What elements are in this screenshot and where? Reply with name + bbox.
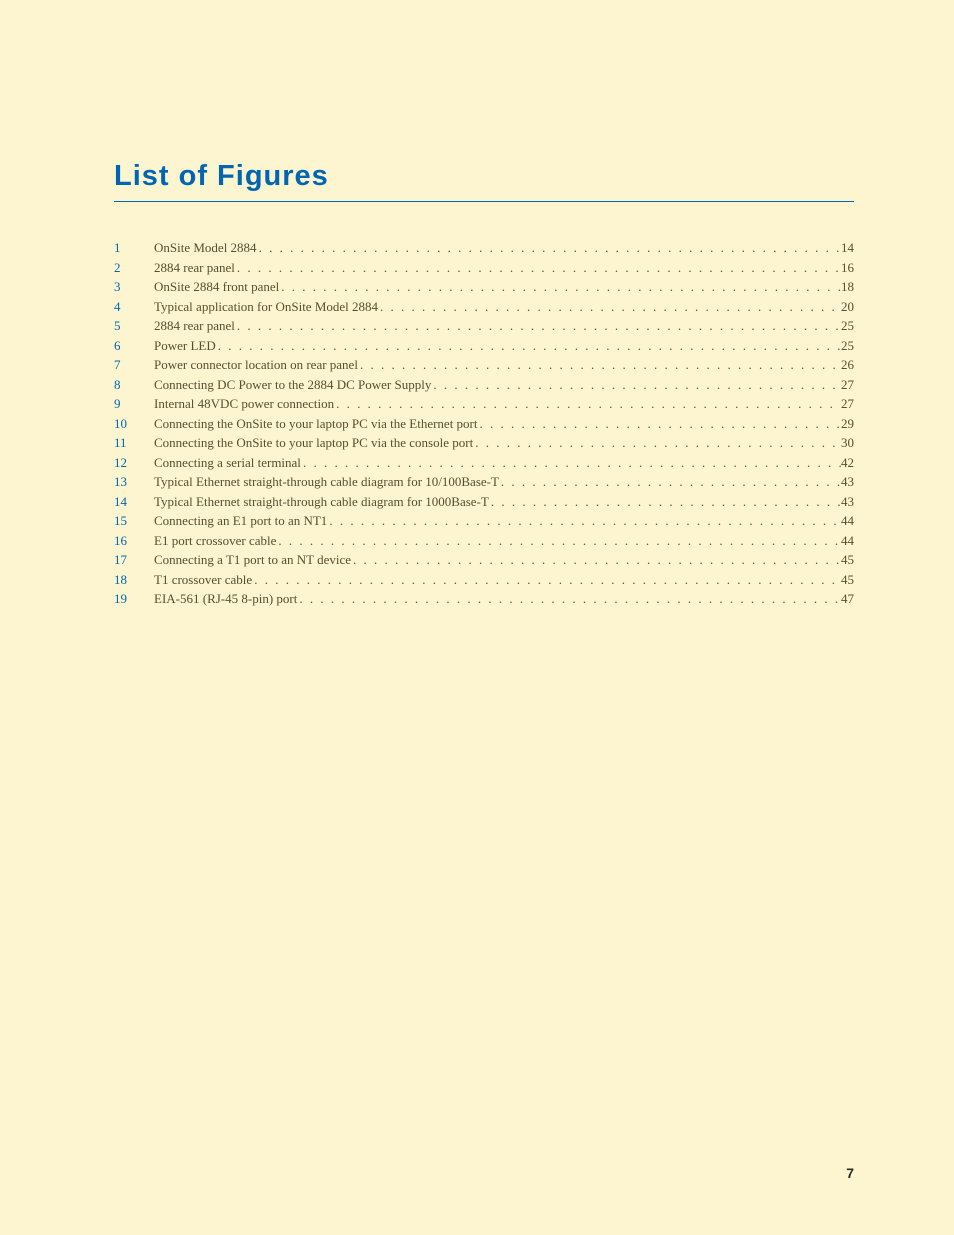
leader-dots: . . . . . . . . . . . . . . . . . . . . … — [473, 433, 841, 453]
figure-page[interactable]: 27 — [841, 394, 854, 414]
figure-row: 6Power LED . . . . . . . . . . . . . . .… — [114, 336, 854, 356]
figure-page[interactable]: 16 — [841, 258, 854, 278]
figure-row: 19EIA-561 (RJ-45 8-pin) port . . . . . .… — [114, 589, 854, 609]
leader-dots: . . . . . . . . . . . . . . . . . . . . … — [297, 589, 841, 609]
page-container: List of Figures 1OnSite Model 2884 . . .… — [0, 0, 954, 609]
figure-row: 4Typical application for OnSite Model 28… — [114, 297, 854, 317]
figure-number[interactable]: 5 — [114, 316, 154, 336]
figure-page[interactable]: 30 — [841, 433, 854, 453]
figure-page[interactable]: 45 — [841, 570, 854, 590]
page-title: List of Figures — [114, 160, 854, 202]
leader-dots: . . . . . . . . . . . . . . . . . . . . … — [431, 375, 841, 395]
figure-number[interactable]: 4 — [114, 297, 154, 317]
leader-dots: . . . . . . . . . . . . . . . . . . . . … — [327, 511, 841, 531]
leader-dots: . . . . . . . . . . . . . . . . . . . . … — [252, 570, 841, 590]
figure-row: 52884 rear panel . . . . . . . . . . . .… — [114, 316, 854, 336]
figure-title[interactable]: OnSite Model 2884 — [154, 238, 257, 258]
leader-dots: . . . . . . . . . . . . . . . . . . . . … — [257, 238, 841, 258]
figure-row: 22884 rear panel . . . . . . . . . . . .… — [114, 258, 854, 278]
figure-title[interactable]: Typical application for OnSite Model 288… — [154, 297, 378, 317]
leader-dots: . . . . . . . . . . . . . . . . . . . . … — [378, 297, 841, 317]
figure-row: 16E1 port crossover cable . . . . . . . … — [114, 531, 854, 551]
figure-page[interactable]: 14 — [841, 238, 854, 258]
figure-row: 13Typical Ethernet straight-through cabl… — [114, 472, 854, 492]
figure-row: 11Connecting the OnSite to your laptop P… — [114, 433, 854, 453]
figure-number[interactable]: 16 — [114, 531, 154, 551]
figure-title[interactable]: OnSite 2884 front panel — [154, 277, 279, 297]
figure-title[interactable]: Connecting DC Power to the 2884 DC Power… — [154, 375, 431, 395]
leader-dots: . . . . . . . . . . . . . . . . . . . . … — [489, 492, 841, 512]
figure-page[interactable]: 29 — [841, 414, 854, 434]
figure-title[interactable]: Connecting an E1 port to an NT1 — [154, 511, 327, 531]
figure-title[interactable]: Typical Ethernet straight-through cable … — [154, 472, 499, 492]
figure-number[interactable]: 8 — [114, 375, 154, 395]
figure-title[interactable]: 2884 rear panel — [154, 316, 235, 336]
figure-number[interactable]: 19 — [114, 589, 154, 609]
leader-dots: . . . . . . . . . . . . . . . . . . . . … — [235, 316, 841, 336]
figure-title[interactable]: Internal 48VDC power connection — [154, 394, 334, 414]
figure-title[interactable]: Connecting the OnSite to your laptop PC … — [154, 433, 473, 453]
figure-number[interactable]: 17 — [114, 550, 154, 570]
leader-dots: . . . . . . . . . . . . . . . . . . . . … — [216, 336, 841, 356]
leader-dots: . . . . . . . . . . . . . . . . . . . . … — [235, 258, 841, 278]
figure-title[interactable]: Typical Ethernet straight-through cable … — [154, 492, 489, 512]
figure-row: 7Power connector location on rear panel … — [114, 355, 854, 375]
figure-page[interactable]: 44 — [841, 511, 854, 531]
leader-dots: . . . . . . . . . . . . . . . . . . . . … — [301, 453, 841, 473]
figure-number[interactable]: 3 — [114, 277, 154, 297]
leader-dots: . . . . . . . . . . . . . . . . . . . . … — [499, 472, 841, 492]
figure-number[interactable]: 6 — [114, 336, 154, 356]
figure-number[interactable]: 7 — [114, 355, 154, 375]
figure-row: 9Internal 48VDC power connection . . . .… — [114, 394, 854, 414]
figure-page[interactable]: 27 — [841, 375, 854, 395]
figure-page[interactable]: 25 — [841, 336, 854, 356]
figure-page[interactable]: 26 — [841, 355, 854, 375]
leader-dots: . . . . . . . . . . . . . . . . . . . . … — [334, 394, 841, 414]
figure-number[interactable]: 14 — [114, 492, 154, 512]
figure-number[interactable]: 12 — [114, 453, 154, 473]
figure-title[interactable]: Connecting a serial terminal — [154, 453, 301, 473]
figure-page[interactable]: 25 — [841, 316, 854, 336]
figure-number[interactable]: 11 — [114, 433, 154, 453]
leader-dots: . . . . . . . . . . . . . . . . . . . . … — [478, 414, 841, 434]
page-number: 7 — [846, 1165, 854, 1181]
figure-title[interactable]: T1 crossover cable — [154, 570, 252, 590]
figure-row: 10Connecting the OnSite to your laptop P… — [114, 414, 854, 434]
figure-row: 1OnSite Model 2884 . . . . . . . . . . .… — [114, 238, 854, 258]
figure-row: 14Typical Ethernet straight-through cabl… — [114, 492, 854, 512]
figure-number[interactable]: 13 — [114, 472, 154, 492]
figure-title[interactable]: E1 port crossover cable — [154, 531, 276, 551]
figure-title[interactable]: Power connector location on rear panel — [154, 355, 358, 375]
leader-dots: . . . . . . . . . . . . . . . . . . . . … — [351, 550, 841, 570]
figure-page[interactable]: 18 — [841, 277, 854, 297]
figure-row: 18T1 crossover cable . . . . . . . . . .… — [114, 570, 854, 590]
figure-row: 3OnSite 2884 front panel . . . . . . . .… — [114, 277, 854, 297]
figure-number[interactable]: 1 — [114, 238, 154, 258]
figure-page[interactable]: 45 — [841, 550, 854, 570]
figure-title[interactable]: Connecting the OnSite to your laptop PC … — [154, 414, 478, 434]
figure-page[interactable]: 43 — [841, 472, 854, 492]
figure-page[interactable]: 20 — [841, 297, 854, 317]
figure-page[interactable]: 43 — [841, 492, 854, 512]
figure-title[interactable]: Power LED — [154, 336, 216, 356]
leader-dots: . . . . . . . . . . . . . . . . . . . . … — [279, 277, 841, 297]
figure-number[interactable]: 18 — [114, 570, 154, 590]
figure-number[interactable]: 9 — [114, 394, 154, 414]
figure-number[interactable]: 15 — [114, 511, 154, 531]
figure-title[interactable]: 2884 rear panel — [154, 258, 235, 278]
figure-number[interactable]: 2 — [114, 258, 154, 278]
figure-row: 8Connecting DC Power to the 2884 DC Powe… — [114, 375, 854, 395]
figure-page[interactable]: 47 — [841, 589, 854, 609]
figure-row: 12Connecting a serial terminal . . . . .… — [114, 453, 854, 473]
figure-title[interactable]: Connecting a T1 port to an NT device — [154, 550, 351, 570]
figure-page[interactable]: 42 — [841, 453, 854, 473]
figure-row: 15Connecting an E1 port to an NT1 . . . … — [114, 511, 854, 531]
figure-number[interactable]: 10 — [114, 414, 154, 434]
figure-page[interactable]: 44 — [841, 531, 854, 551]
leader-dots: . . . . . . . . . . . . . . . . . . . . … — [358, 355, 841, 375]
figure-title[interactable]: EIA-561 (RJ-45 8-pin) port — [154, 589, 297, 609]
figure-row: 17Connecting a T1 port to an NT device .… — [114, 550, 854, 570]
figure-list: 1OnSite Model 2884 . . . . . . . . . . .… — [114, 238, 854, 609]
leader-dots: . . . . . . . . . . . . . . . . . . . . … — [276, 531, 841, 551]
